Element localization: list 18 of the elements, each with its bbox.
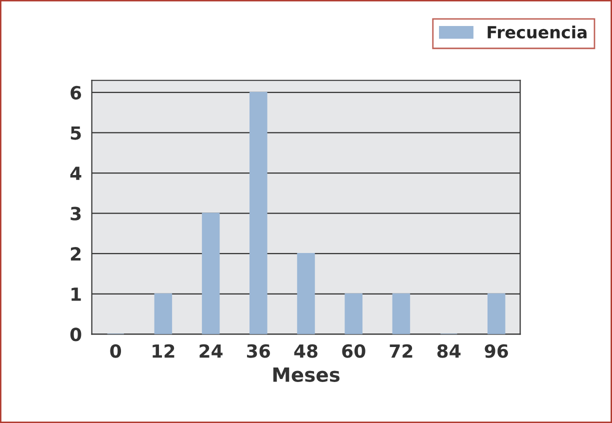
y-tick-label: 3 (70, 206, 81, 220)
x-tick-label: 48 (294, 344, 318, 358)
x-tick-label: 84 (437, 344, 461, 358)
x-tick-label: 96 (484, 344, 508, 358)
x-tick-label: 24 (200, 344, 223, 358)
x-tick-label: 60 (342, 344, 366, 358)
y-tick-label: 5 (70, 126, 81, 140)
y-tick-label: 1 (72, 288, 81, 301)
y-tick-label: 2 (70, 247, 81, 260)
x-axis-title: Meses (273, 368, 340, 382)
y-tick-label: 0 (70, 328, 82, 342)
y-tick-label: 6 (70, 86, 82, 100)
x-tick-label: 0 (110, 344, 122, 358)
legend-label: Frecuencia (488, 26, 587, 38)
x-tick-label: 36 (247, 344, 270, 358)
x-tick-label: 12 (152, 344, 174, 358)
x-tick-label: 72 (390, 344, 412, 358)
y-tick-label: 4 (70, 166, 82, 180)
